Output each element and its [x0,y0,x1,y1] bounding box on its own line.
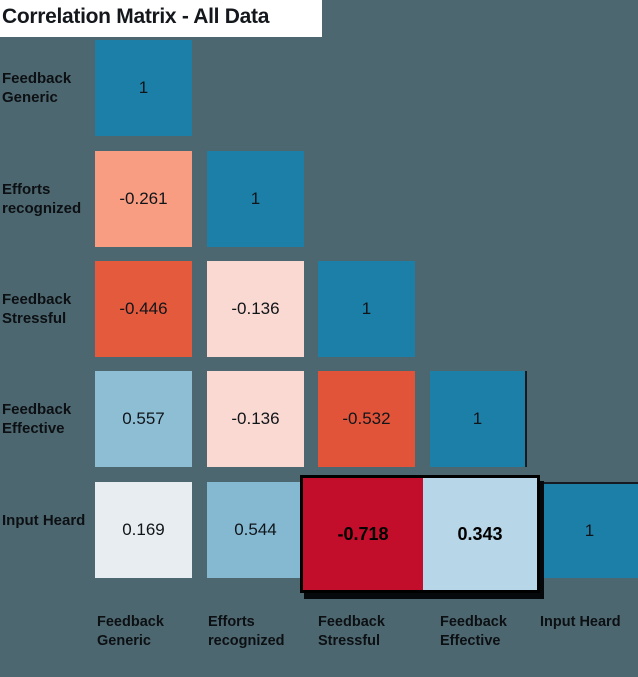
matrix-cell-r3c3[interactable]: 1 [318,261,415,357]
matrix-cell-r3c1[interactable]: -0.446 [95,261,192,357]
matrix-cell-r5c5[interactable]: 1 [541,482,638,578]
title-box: Correlation Matrix - All Data [0,0,322,37]
row-label-3: Feedback Stressful [2,291,72,327]
matrix-cell-r5c1[interactable]: 0.169 [95,482,192,578]
matrix-cell-r1c1[interactable]: 1 [95,40,192,136]
matrix-cell-r4c2[interactable]: -0.136 [207,371,304,467]
matrix-cell-r2c2[interactable]: 1 [207,151,304,247]
row-label-5: Input Heard [2,512,86,529]
col-label-3: Feedback Stressful [318,614,385,649]
row-label-1: Feedback Generic [2,70,72,106]
matrix-cell-r5c3[interactable]: -0.718 [303,478,423,590]
row-label-2: Efforts recognized [2,181,82,217]
col-label-2: Efforts recognized [208,614,285,649]
matrix-cell-r3c2[interactable]: -0.136 [207,261,304,357]
col-label-4: Feedback Effective [440,614,507,649]
matrix-cell-r4c1[interactable]: 0.557 [95,371,192,467]
matrix-cell-r2c1[interactable]: -0.261 [95,151,192,247]
page-title: Correlation Matrix - All Data [2,5,270,28]
row-label-4: Feedback Effective [2,401,72,437]
matrix-cell-r4c3[interactable]: -0.532 [318,371,415,467]
matrix-cell-r5c2[interactable]: 0.544 [207,482,304,578]
matrix-cell-r5c4[interactable]: 0.343 [423,478,537,590]
matrix-cell-r4c4[interactable]: 1 [430,371,527,467]
col-label-5: Input Heard [540,614,621,630]
highlighted-cell-pair[interactable]: -0.718 0.343 [300,475,540,593]
col-label-1: Feedback Generic [97,614,164,649]
